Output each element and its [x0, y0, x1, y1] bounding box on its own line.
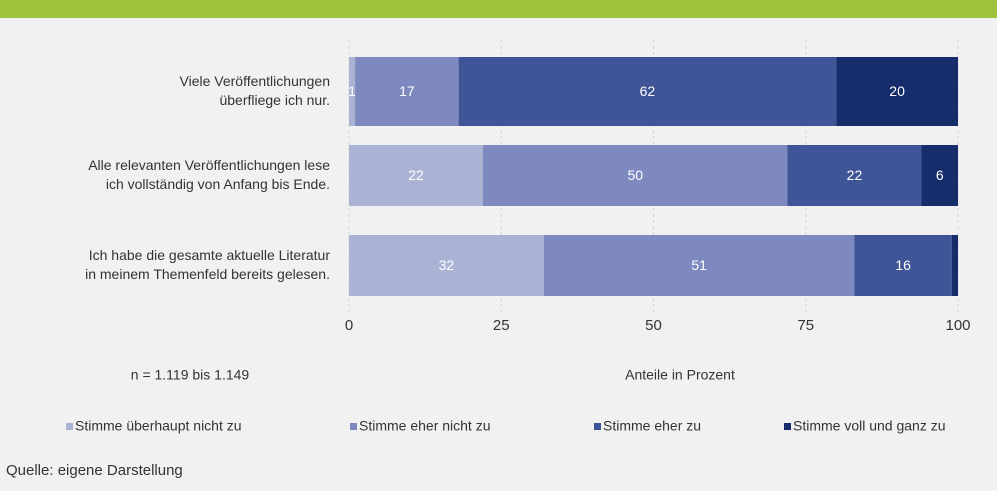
value-label: 22 [847, 167, 863, 183]
x-tick-label: 50 [645, 317, 662, 334]
bar-segment [921, 145, 958, 206]
category-label: Ich habe die gesamte aktuelle Literatur i… [85, 247, 330, 282]
x-axis-label: Anteile in Prozent [625, 367, 735, 383]
bar-segment [349, 145, 483, 206]
header-band [0, 0, 997, 18]
legend-swatch [66, 423, 73, 430]
x-tick-label: 25 [493, 317, 510, 334]
value-label: 51 [691, 257, 707, 273]
legend-label: Stimme voll und ganz zu [793, 418, 946, 434]
value-label: 20 [889, 83, 905, 99]
value-label: 32 [439, 257, 455, 273]
value-label: 16 [895, 257, 911, 273]
x-tick-label: 0 [345, 317, 353, 334]
category-line: Alle relevanten Veröffentlichungen lese [88, 157, 330, 173]
value-label: 22 [408, 167, 424, 183]
category-line: in meinem Themenfeld bereits gelesen. [85, 266, 330, 282]
bar-segment [349, 235, 544, 296]
bar-segment [482, 145, 788, 206]
legend-swatch [784, 423, 791, 430]
bar-segment [951, 235, 958, 296]
legend-label: Stimme eher nicht zu [359, 418, 491, 434]
category-line: Viele Veröffentlichungen [180, 73, 331, 89]
legend-label: Stimme eher zu [603, 418, 701, 434]
bar-segment [458, 57, 837, 126]
value-label: 6 [936, 167, 944, 183]
bar-segment [836, 57, 958, 126]
value-label: 62 [640, 83, 656, 99]
legend-swatch [594, 423, 601, 430]
bar-segment [787, 145, 922, 206]
category-line: ich vollständig von Anfang bis Ende. [106, 176, 330, 192]
legend-label: Stimme überhaupt nicht zu [75, 418, 242, 434]
legend-swatch [350, 423, 357, 430]
bar-segment [355, 57, 459, 126]
value-label: 1 [348, 83, 356, 99]
bar-segment [349, 57, 356, 126]
category-line: Ich habe die gesamte aktuelle Literatur [89, 247, 331, 263]
annotation: n = 1.119 bis 1.149 [131, 367, 250, 383]
bar-segment [854, 235, 952, 296]
x-tick-label: 100 [945, 317, 970, 334]
value-label: 50 [627, 167, 643, 183]
x-tick-label: 75 [797, 317, 814, 334]
value-label: 17 [399, 83, 415, 99]
bar-segment [543, 235, 855, 296]
category-label: Viele Veröffentlichungen überfliege ich n… [180, 73, 331, 108]
source: Quelle: eigene Darstellung [6, 462, 183, 479]
category-label: Alle relevanten Veröffentlichungen lese i… [88, 157, 330, 192]
category-line: überfliege ich nur. [219, 92, 330, 108]
